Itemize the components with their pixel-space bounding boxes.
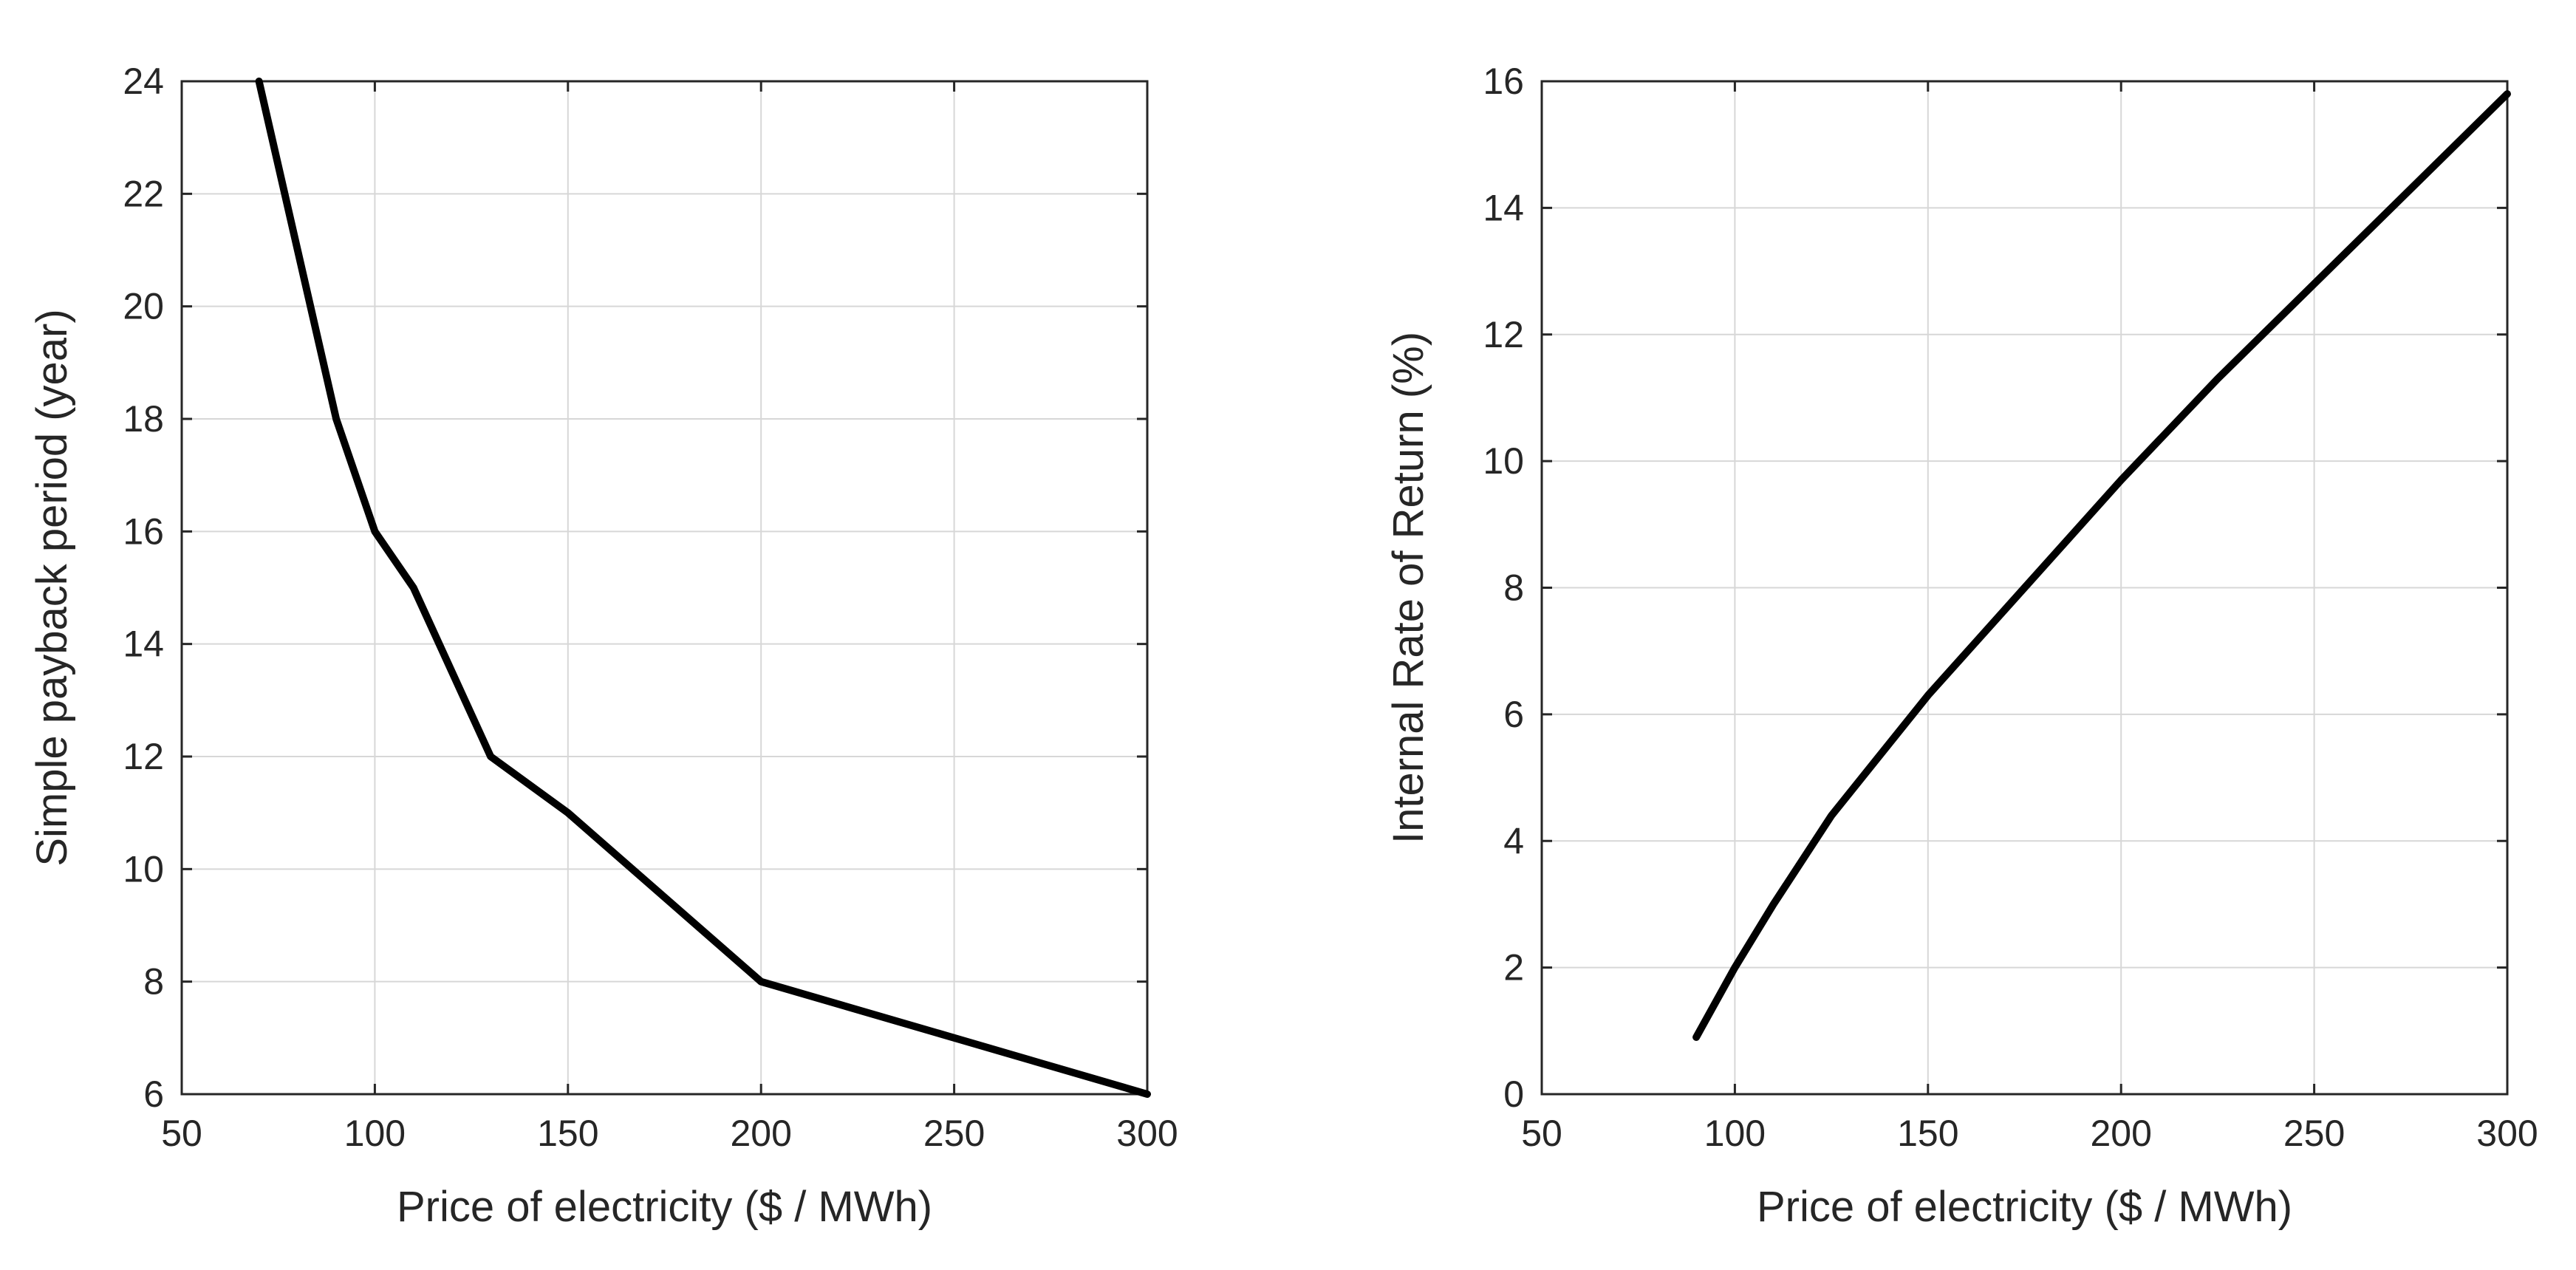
payback-ytick-label: 16 — [123, 511, 164, 552]
irr-xtick-label: 200 — [2090, 1113, 2151, 1154]
payback-ytick-label: 22 — [123, 173, 164, 214]
payback-ytick-label: 10 — [123, 848, 164, 890]
payback-series-line — [255, 78, 1151, 1098]
irr-ytick-label: 14 — [1483, 187, 1524, 228]
irr-xtick-label: 250 — [2283, 1113, 2345, 1154]
irr-xtick-label: 150 — [1897, 1113, 1958, 1154]
irr-ytick-label: 8 — [1503, 567, 1524, 609]
irr-xtick-label: 300 — [2476, 1113, 2538, 1154]
payback-ytick-label: 24 — [123, 61, 164, 102]
payback-y-axis-label: Simple payback period (year) — [28, 309, 76, 866]
payback-ytick-label: 12 — [123, 736, 164, 777]
irr-ytick-label: 6 — [1503, 694, 1524, 735]
payback-plot-area — [180, 80, 1149, 1096]
payback-xtick-label: 100 — [344, 1113, 406, 1154]
irr-ytick-label: 16 — [1483, 61, 1524, 102]
irr-series-line — [1692, 90, 2511, 1041]
irr-ytick-label: 0 — [1503, 1073, 1524, 1115]
irr-chart: 50 100 150 200 250 300 0 2 4 6 8 10 12 14 16 Price of e… — [1384, 61, 2538, 1231]
irr-ytick-label: 4 — [1503, 820, 1524, 861]
payback-ytick-label: 6 — [143, 1073, 164, 1115]
payback-chart: 50 100 150 200 250 300 6 8 10 12 14 16 18 20 22 24 Price… — [28, 61, 1178, 1231]
irr-y-axis-label: Internal Rate of Return (%) — [1384, 332, 1432, 844]
payback-xtick-label: 250 — [923, 1113, 985, 1154]
irr-ytick-label: 12 — [1483, 314, 1524, 355]
payback-xtick-label: 50 — [161, 1113, 202, 1154]
payback-xtick-label: 150 — [537, 1113, 598, 1154]
irr-xtick-label: 100 — [1704, 1113, 1766, 1154]
payback-x-axis-label: Price of electricity ($ / MWh) — [397, 1183, 932, 1231]
payback-ytick-label: 18 — [123, 398, 164, 440]
payback-xtick-label: 200 — [730, 1113, 791, 1154]
irr-ytick-label: 10 — [1483, 440, 1524, 482]
payback-ytick-label: 20 — [123, 286, 164, 327]
payback-ytick-label: 8 — [143, 961, 164, 1003]
irr-x-axis-label: Price of electricity ($ / MWh) — [1757, 1183, 2292, 1231]
payback-ytick-label: 14 — [123, 624, 164, 665]
payback-xtick-label: 300 — [1116, 1113, 1178, 1154]
irr-ytick-label: 2 — [1503, 947, 1524, 989]
irr-xtick-label: 50 — [1521, 1113, 1562, 1154]
irr-plot-area — [1540, 80, 2509, 1096]
